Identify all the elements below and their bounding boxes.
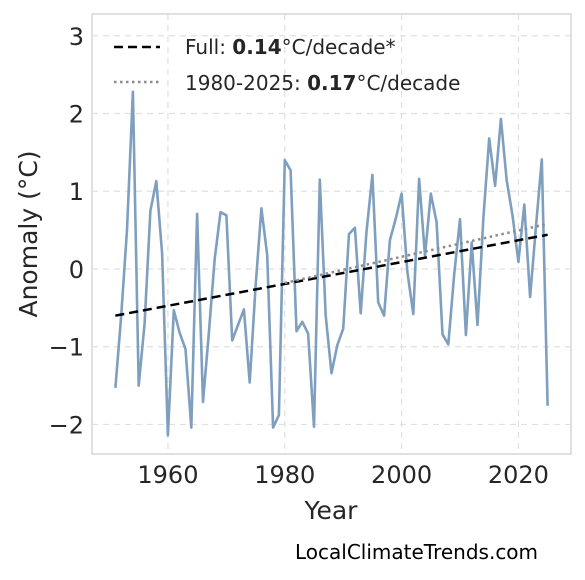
legend: Full: 0.14°C/decade* 1980-2025: 0.17°C/d… bbox=[114, 35, 460, 95]
anomaly-series-line bbox=[114, 90, 549, 437]
grid-lines bbox=[92, 14, 571, 454]
legend-recent-label: 1980-2025: 0.17°C/decade bbox=[185, 71, 460, 95]
full-trend-line bbox=[115, 233, 548, 317]
y-tick-label: 1 bbox=[69, 178, 84, 206]
y-tick-label: 2 bbox=[69, 101, 84, 129]
y-tick-label: 3 bbox=[69, 23, 84, 51]
x-tick-label: 2020 bbox=[488, 461, 549, 489]
y-tick-label: −2 bbox=[49, 411, 84, 439]
x-tick-label: 1960 bbox=[137, 461, 198, 489]
plot-area bbox=[91, 13, 572, 455]
x-axis-label: Year bbox=[304, 496, 359, 525]
site-credit: LocalClimateTrends.com bbox=[295, 540, 539, 564]
series-layer bbox=[114, 90, 549, 437]
y-tick-label: 0 bbox=[69, 256, 84, 284]
x-tick-label: 2000 bbox=[371, 461, 432, 489]
x-tick-label: 1980 bbox=[254, 461, 315, 489]
legend-full-label: Full: 0.14°C/decade* bbox=[185, 35, 396, 59]
y-axis-label: Anomaly (°C) bbox=[14, 150, 43, 317]
tick-labels: 1960 1980 2000 2020 −2 −1 0 1 2 3 bbox=[49, 23, 549, 489]
y-tick-label: −1 bbox=[49, 334, 84, 362]
